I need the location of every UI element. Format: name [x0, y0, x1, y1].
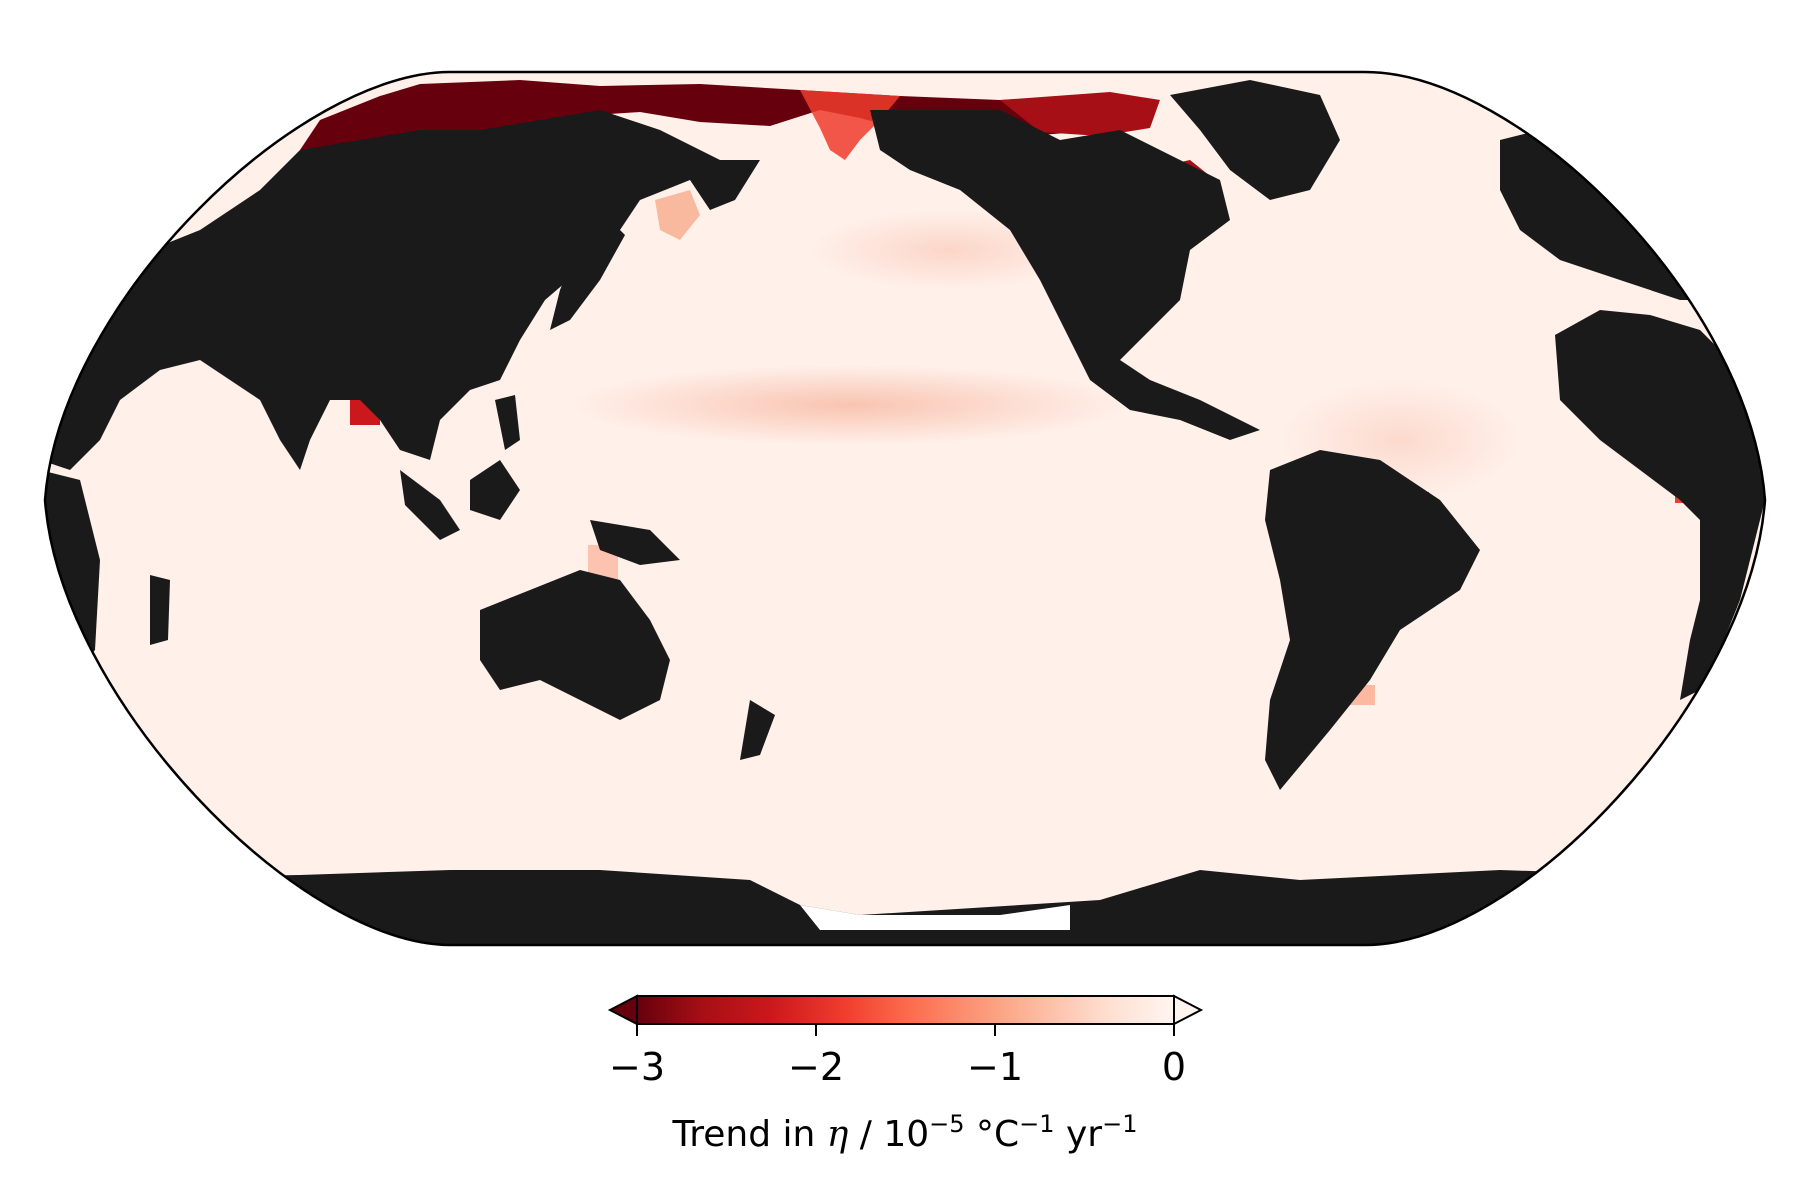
land: [45, 80, 1765, 945]
antarctic-ice-gap: [800, 905, 1070, 930]
japan: [550, 220, 625, 330]
new-zealand: [740, 700, 775, 760]
madagascar: [150, 575, 170, 645]
africa-landmass: [1555, 310, 1765, 700]
colorbar-ticks: −3 −2 −1 0: [609, 1024, 1186, 1089]
colorbar: −3 −2 −1 0 Trend in η / 10−5 °C−1 yr−1: [607, 994, 1204, 1155]
australia: [480, 570, 670, 720]
philippines: [495, 395, 520, 450]
greenland: [1170, 80, 1340, 200]
canada-archipelago-anomaly: [1000, 92, 1160, 136]
colorbar-tick-label: −1: [967, 1045, 1023, 1089]
map-border: [43, 70, 1767, 947]
colorbar-tick-label: 0: [1162, 1045, 1186, 1089]
colorbar-outline: [636, 995, 1175, 1025]
colorbar-extend-min: [607, 994, 638, 1026]
north-pacific-band: [570, 365, 1130, 445]
colorbar-label: Trend in η / 10−5 °C−1 yr−1: [672, 1110, 1138, 1155]
borneo: [470, 460, 520, 520]
colorbar-tick-label: −3: [609, 1045, 665, 1089]
colorbar-gradient: [637, 996, 1174, 1024]
new-guinea: [590, 520, 680, 565]
colorbar-tick-label: −2: [788, 1045, 844, 1089]
colorbar-extend-max: [1173, 994, 1204, 1026]
asia-landmass: [45, 110, 760, 470]
kamchatka: [690, 160, 760, 210]
sumatra: [400, 470, 460, 540]
bering-strait-anomaly: [800, 90, 900, 160]
okhotsk-sea-anomaly: [655, 190, 700, 240]
south-america-landmass: [1265, 450, 1480, 790]
north-america-landmass: [870, 110, 1260, 440]
